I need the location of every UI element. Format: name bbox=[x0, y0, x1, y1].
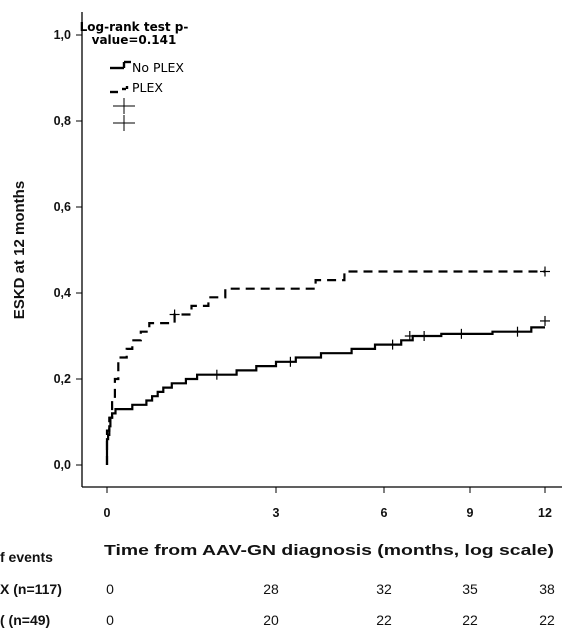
y-tick-label: 0,2 bbox=[54, 372, 71, 386]
x-axis-title: Time from AAV-GN diagnosis (months, log … bbox=[104, 542, 554, 559]
risk-row-label: ( (n=49) bbox=[0, 612, 50, 628]
no-plex-curve bbox=[105, 326, 545, 465]
censor-mark-no-plex bbox=[285, 356, 296, 367]
x-tick-label: 12 bbox=[538, 506, 552, 520]
risk-cell: 20 bbox=[263, 612, 279, 628]
censor-mark-no-plex bbox=[387, 339, 398, 350]
y-axis-title: ESKD at 12 months bbox=[11, 181, 28, 319]
risk-cell: 35 bbox=[462, 581, 478, 597]
risk-cell: 22 bbox=[376, 612, 392, 628]
y-tick-label: 0,0 bbox=[54, 458, 71, 472]
legend-censor-icon bbox=[113, 115, 135, 131]
censor-mark-no-plex bbox=[404, 331, 415, 341]
risk-cell: 0 bbox=[106, 612, 114, 628]
y-tick-labels: 0,0 0,2 0,4 0,6 0,8 1,0 bbox=[54, 28, 71, 472]
legend-censor-icon bbox=[113, 98, 135, 114]
legend: Log-rank test p-value=0.141 No PLEX PLEX bbox=[80, 20, 189, 131]
risk-cell: 0 bbox=[106, 581, 114, 597]
risk-cell: 28 bbox=[263, 581, 279, 597]
x-tick-label: 6 bbox=[381, 506, 388, 520]
censor-mark-plex bbox=[540, 266, 550, 277]
risk-cell: 22 bbox=[462, 612, 478, 628]
x-tick-label: 9 bbox=[467, 506, 474, 520]
censor-marks bbox=[169, 266, 550, 380]
y-tick-label: 0,6 bbox=[54, 200, 71, 214]
curves bbox=[105, 270, 545, 465]
risk-cell: 22 bbox=[539, 612, 555, 628]
plex-curve bbox=[105, 270, 545, 465]
legend-title-line: Log-rank test p- bbox=[80, 20, 189, 34]
risk-cell: 38 bbox=[539, 581, 555, 597]
y-tick-label: 0,4 bbox=[54, 286, 71, 300]
censor-mark-no-plex bbox=[540, 315, 550, 326]
x-tick-label: 0 bbox=[104, 506, 111, 520]
risk-table: f events X (n=117) 0 28 32 35 38 ( (n=49… bbox=[0, 549, 555, 628]
legend-title: Log-rank test p-value=0.141 bbox=[80, 20, 189, 47]
legend-label-no-plex: No PLEX bbox=[132, 60, 184, 75]
y-tick-label: 1,0 bbox=[54, 28, 71, 42]
censor-mark-no-plex bbox=[419, 331, 430, 341]
risk-cell: 32 bbox=[376, 581, 392, 597]
risk-table-title: f events bbox=[0, 549, 53, 565]
y-tick-label: 0,8 bbox=[54, 114, 71, 128]
x-tick-label: 3 bbox=[273, 506, 280, 520]
x-tick-labels: 0 3 6 9 12 bbox=[104, 506, 552, 520]
censor-mark-no-plex bbox=[456, 328, 467, 339]
y-ticks bbox=[76, 34, 82, 466]
censor-mark-no-plex bbox=[512, 326, 523, 337]
legend-title-line: value=0.141 bbox=[92, 33, 177, 47]
legend-label-plex: PLEX bbox=[132, 80, 163, 95]
risk-row-label: X (n=117) bbox=[0, 581, 62, 597]
censor-mark-plex bbox=[169, 309, 180, 320]
censor-mark-no-plex bbox=[211, 369, 222, 380]
x-ticks bbox=[106, 487, 546, 493]
